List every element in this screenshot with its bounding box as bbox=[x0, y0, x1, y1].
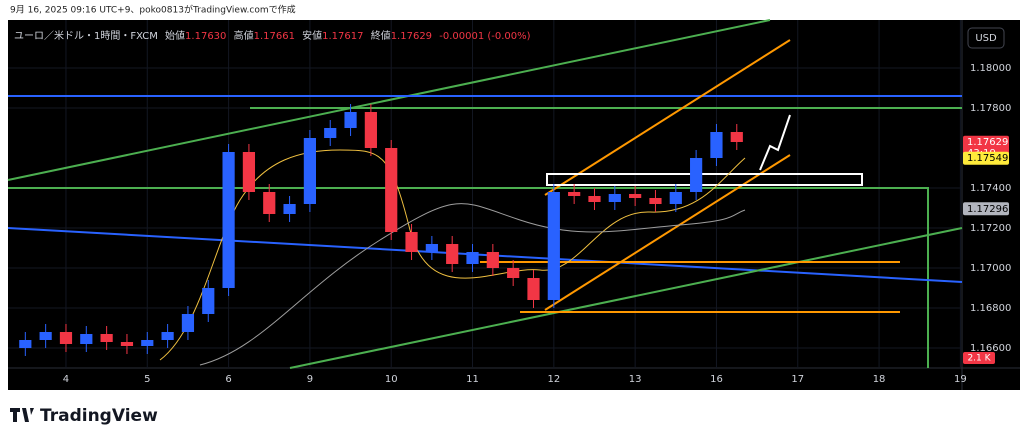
price-badge bbox=[963, 202, 1009, 216]
candle-body bbox=[324, 128, 337, 138]
currency-button-label[interactable]: USD bbox=[975, 33, 997, 44]
axes: 1.16600 1.16800 1.17000 1.17200 1.17400 1.178… bbox=[63, 63, 1012, 385]
candle-body bbox=[364, 112, 377, 148]
candle-body bbox=[120, 342, 134, 346]
legend-value: 1.17617 bbox=[322, 31, 363, 42]
candle-body bbox=[59, 332, 73, 344]
moving-average bbox=[199, 203, 746, 366]
x-tick-label: 9 bbox=[307, 374, 313, 385]
price-badge-label: 1.17629 bbox=[967, 137, 1008, 148]
candle-body bbox=[344, 112, 357, 128]
candle-body bbox=[649, 198, 662, 204]
price-badge-label: 1.17549 bbox=[967, 153, 1008, 164]
candle-body bbox=[588, 196, 601, 202]
x-tick-label: 11 bbox=[466, 374, 479, 385]
candle-body bbox=[446, 244, 459, 264]
candle-body bbox=[730, 132, 743, 142]
forecast-arrow bbox=[759, 114, 791, 171]
caption: 9月 16, 2025 09:16 UTC+9、poko0813がTrading… bbox=[10, 4, 296, 16]
y-tick-label: 1.18000 bbox=[970, 63, 1011, 74]
x-tick-label: 18 bbox=[873, 374, 886, 385]
candle-body bbox=[181, 314, 195, 332]
candle-body bbox=[19, 340, 32, 348]
candle-body bbox=[710, 132, 723, 158]
x-tick-label: 4 bbox=[63, 374, 69, 385]
x-tick-label: 17 bbox=[791, 374, 804, 385]
trend-line bbox=[289, 227, 963, 369]
candle-body bbox=[303, 138, 316, 204]
y-tick-label: 1.17200 bbox=[970, 223, 1011, 234]
candle-body bbox=[222, 152, 235, 288]
candle-body bbox=[202, 288, 215, 314]
candle-body bbox=[690, 158, 703, 192]
candle-body bbox=[141, 340, 154, 346]
x-tick-label: 6 bbox=[225, 374, 231, 385]
candle-body bbox=[100, 334, 113, 342]
chart-background bbox=[8, 20, 1020, 390]
drawings bbox=[7, 19, 963, 369]
volume-badge bbox=[963, 352, 995, 364]
candle-body bbox=[568, 192, 581, 196]
legend-symbol: ユーロ／米ドル・1時間・FXCM bbox=[14, 29, 158, 42]
y-tick-label: 1.16800 bbox=[970, 303, 1011, 314]
x-tick-label: 12 bbox=[547, 374, 560, 385]
legend-label: 安値 bbox=[302, 29, 322, 42]
currency-button[interactable] bbox=[967, 27, 1005, 49]
legend-change: -0.00001 (-0.00%) bbox=[439, 31, 530, 42]
volume-badge-label: 2.1 K bbox=[967, 354, 991, 364]
candle-body bbox=[263, 192, 276, 214]
candle-body bbox=[385, 148, 398, 232]
candle-body bbox=[629, 194, 642, 198]
zone-box bbox=[546, 173, 863, 186]
y-tick-label: 1.17000 bbox=[970, 263, 1011, 274]
candle-body bbox=[547, 192, 560, 300]
candle-body bbox=[39, 332, 52, 340]
legend-label: 始値 bbox=[165, 29, 185, 42]
legend-value: 1.17629 bbox=[391, 31, 432, 42]
x-tick-label: 16 bbox=[710, 374, 723, 385]
trend-line bbox=[7, 227, 963, 283]
x-tick-label: 10 bbox=[385, 374, 398, 385]
candle-body bbox=[283, 204, 296, 214]
x-tick-label: 5 bbox=[144, 374, 150, 385]
price-badge bbox=[963, 151, 1009, 165]
x-tick-label: 13 bbox=[629, 374, 642, 385]
moving-average bbox=[159, 149, 746, 361]
legend-value: 1.17630 bbox=[185, 31, 226, 42]
candle-body bbox=[161, 332, 174, 340]
channel-line bbox=[544, 154, 791, 311]
legend-value: 1.17661 bbox=[254, 31, 295, 42]
candles bbox=[19, 104, 743, 356]
candle-body bbox=[80, 334, 93, 344]
brand-name: TradingView bbox=[40, 406, 158, 426]
trend-line bbox=[7, 19, 771, 181]
candle-body bbox=[608, 194, 621, 202]
x-tick-label: 19 bbox=[954, 374, 967, 385]
brand-logo bbox=[10, 408, 34, 422]
legend-label: 高値 bbox=[234, 29, 254, 42]
y-tick-label: 1.16600 bbox=[970, 343, 1011, 354]
legend: ユーロ／米ドル・1時間・FXCM 始値1.17630 高値1.17661 安値1… bbox=[14, 29, 531, 42]
candle-body bbox=[425, 244, 438, 252]
y-tick-label: 1.17400 bbox=[970, 183, 1011, 194]
legend-label: 終値 bbox=[371, 29, 391, 42]
candle-body bbox=[669, 192, 682, 204]
candle-body bbox=[527, 278, 540, 300]
candle-body bbox=[405, 232, 418, 252]
candle-body bbox=[242, 152, 256, 192]
channel-line bbox=[544, 39, 791, 196]
brand: TradingView bbox=[10, 406, 158, 426]
y-tick-label: 1.17800 bbox=[970, 103, 1011, 114]
candle-body bbox=[466, 252, 479, 264]
candle-body bbox=[486, 252, 499, 268]
price-badge-label: 1.17296 bbox=[967, 204, 1008, 215]
candle-body bbox=[507, 268, 520, 278]
